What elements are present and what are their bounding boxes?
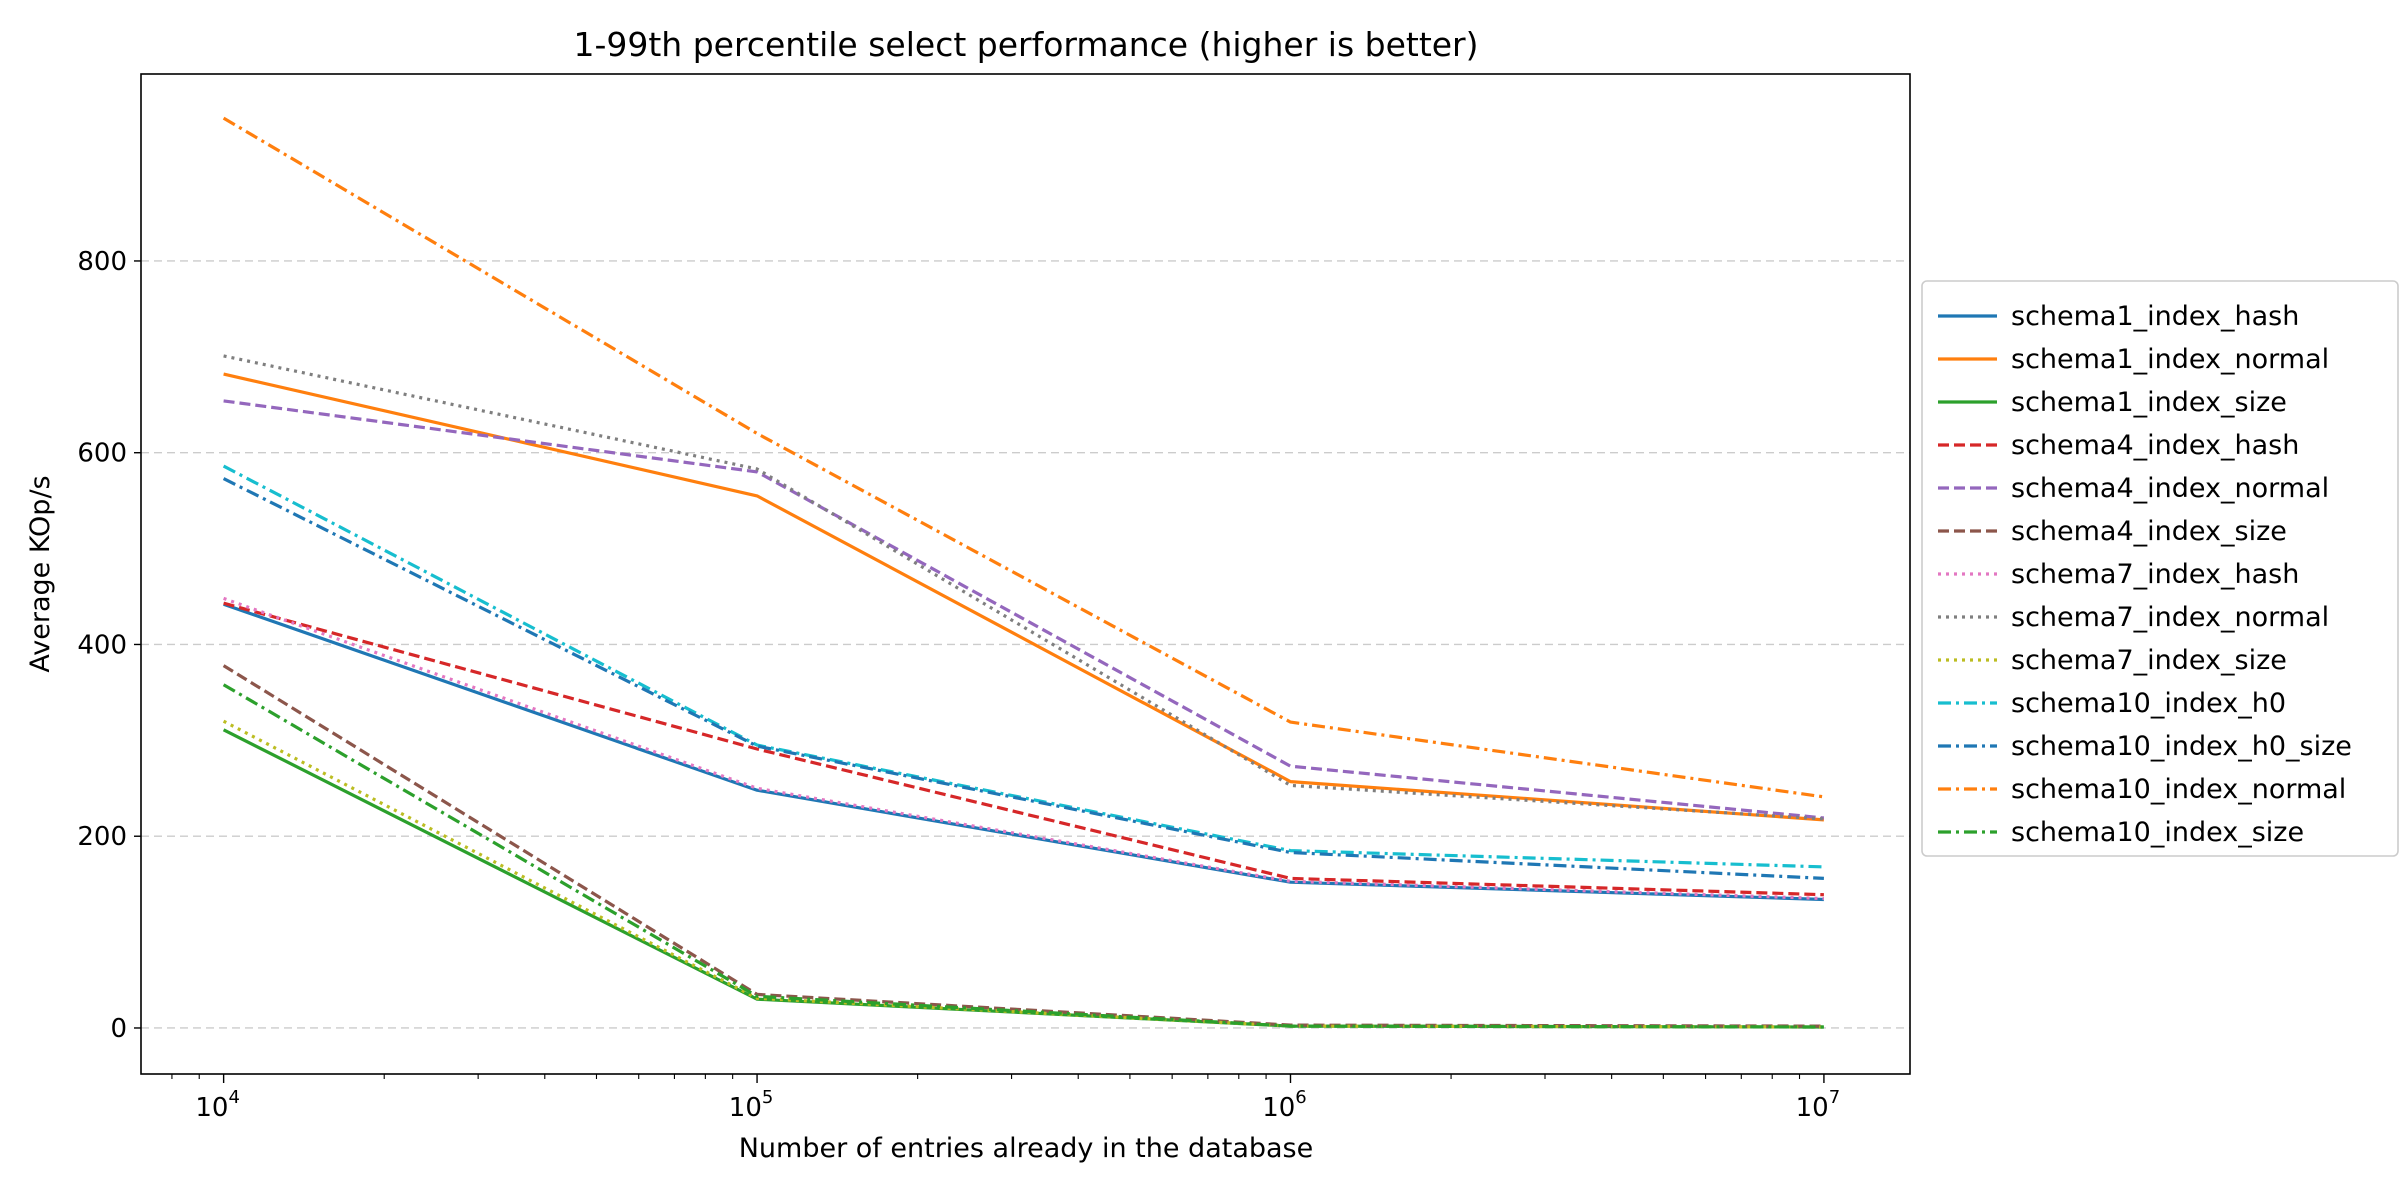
x-tick-label: 105 — [729, 1087, 774, 1123]
legend-label: schema7_index_hash — [2011, 559, 2299, 590]
x-tick-label: 106 — [1262, 1087, 1307, 1123]
chart-title: 1-99th percentile select performance (hi… — [573, 25, 1478, 64]
series-line-schema1_index_size — [222, 728, 1824, 1029]
x-axis: 104 105 106 107 — [171, 1074, 1841, 1123]
series-line-schema7_index_normal — [223, 354, 1825, 821]
x-tick-label: 107 — [1796, 1087, 1841, 1123]
legend-label: schema4_index_size — [2011, 516, 2287, 547]
series-line-schema7_index_size — [222, 719, 1824, 1029]
series-line-schema1_index_normal — [223, 372, 1825, 822]
legend-label: schema10_index_size — [2011, 817, 2304, 848]
plot-area-frame — [140, 73, 1911, 1075]
x-tick-label: 104 — [195, 1087, 240, 1123]
x-axis-title: Number of entries already in the databas… — [739, 1133, 1314, 1164]
series-line-schema4_index_normal — [223, 399, 1825, 820]
series-line-schema10_index_normal — [222, 116, 1825, 799]
legend-label: schema4_index_hash — [2011, 430, 2299, 461]
y-tick-label: 800 — [77, 247, 127, 277]
y-tick-label: 400 — [77, 630, 127, 660]
y-tick-label: 600 — [77, 439, 127, 469]
y-tick-label: 200 — [77, 822, 127, 852]
legend-label: schema1_index_normal — [2011, 344, 2329, 375]
legend: schema1_index_hash schema1_index_normalsc… — [1921, 280, 2399, 857]
legend-label: schema4_index_normal — [2011, 473, 2329, 504]
series-line-schema7_index_hash — [223, 596, 1824, 901]
legend-label: schema1_index_size — [2011, 387, 2287, 418]
series-line-schema4_index_size — [222, 664, 1824, 1028]
legend-label: schema10_index_normal — [2011, 774, 2346, 805]
series-line-schema4_index_hash — [223, 601, 1824, 897]
legend-label: schema10_index_h0 — [2011, 688, 2286, 719]
legend-label: schema7_index_size — [2011, 645, 2287, 676]
y-tick-label: 0 — [110, 1014, 127, 1044]
series-lines — [222, 116, 1825, 1029]
series-line-schema10_index_size — [222, 683, 1824, 1029]
y-axis: 0 200 400 600 800 — [77, 247, 141, 1044]
series-line-schema10_index_h0 — [222, 464, 1824, 869]
legend-label: schema7_index_normal — [2011, 602, 2329, 633]
series-line-schema10_index_h0_size — [222, 477, 1824, 880]
series-line-schema1_index_hash — [223, 602, 1824, 902]
legend-box — [1921, 280, 2399, 857]
legend-label: schema10_index_h0_size — [2011, 731, 2352, 762]
grid-lines — [141, 260, 1910, 1029]
y-axis-title: Average KOp/s — [25, 475, 56, 672]
legend-label: schema1_index_hash — [2011, 301, 2299, 332]
